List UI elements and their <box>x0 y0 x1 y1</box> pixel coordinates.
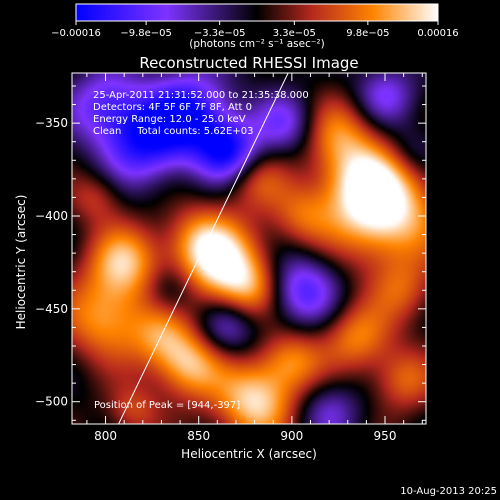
x-tick-label: 850 <box>187 429 210 443</box>
annotation-time-range: 25-Apr-2011 21:31:52.000 to 21:35:38.000 <box>93 90 309 101</box>
peak-position-label: Position of Peak = [944,-397] <box>94 400 240 411</box>
axis-ticks <box>72 73 426 424</box>
y-tick-label: −400 <box>35 209 68 223</box>
x-tick-label: 900 <box>280 429 303 443</box>
colorbar-tick-label: 0.00016 <box>417 28 458 39</box>
heatmap-image <box>72 73 426 424</box>
y-tick-label: −500 <box>35 395 68 409</box>
chart-title: Reconstructed RHESSI Image <box>139 54 358 72</box>
colorbar-tick-label: −3.3e−05 <box>194 28 246 39</box>
colorbar <box>75 3 439 22</box>
y-tick-label: −450 <box>35 302 68 316</box>
x-tick-labels: 800 850 900 950 <box>94 429 396 443</box>
colorbar-tick-label: 3.3e−05 <box>273 28 316 39</box>
y-tick-labels: −350 −400 −450 −500 <box>35 116 68 409</box>
annotation-detectors: Detectors: 4F 5F 6F 7F 8F, Att 0 <box>93 102 252 113</box>
annotation-energy-range: Energy Range: 12.0 - 25.0 keV <box>93 114 246 125</box>
colorbar-tick-label: −0.00016 <box>51 28 101 39</box>
solar-limb-line <box>118 73 289 424</box>
x-tick-label: 950 <box>374 429 397 443</box>
annotation-clean-counts: Clean Total counts: 5.62E+03 <box>93 126 253 137</box>
x-tick-label: 800 <box>94 429 117 443</box>
colorbar-ticks <box>75 21 439 25</box>
colorbar-tick-label: 9.8e−05 <box>346 28 389 39</box>
colorbar-labels: −0.00016 −9.8e−05 −3.3e−05 3.3e−05 9.8e−05 0.… <box>51 28 459 39</box>
colorbar-tick-label: −9.8e−05 <box>120 28 172 39</box>
plot-frame <box>71 72 427 425</box>
colorbar-units: (photons cm⁻² s⁻¹ asec⁻²) <box>189 38 324 50</box>
y-axis-label: Heliocentric Y (arcsec) <box>14 195 28 330</box>
x-axis-label: Heliocentric X (arcsec) <box>181 447 317 461</box>
footer-timestamp: 10-Aug-2013 20:25 <box>400 486 497 497</box>
y-tick-label: −350 <box>35 116 68 130</box>
